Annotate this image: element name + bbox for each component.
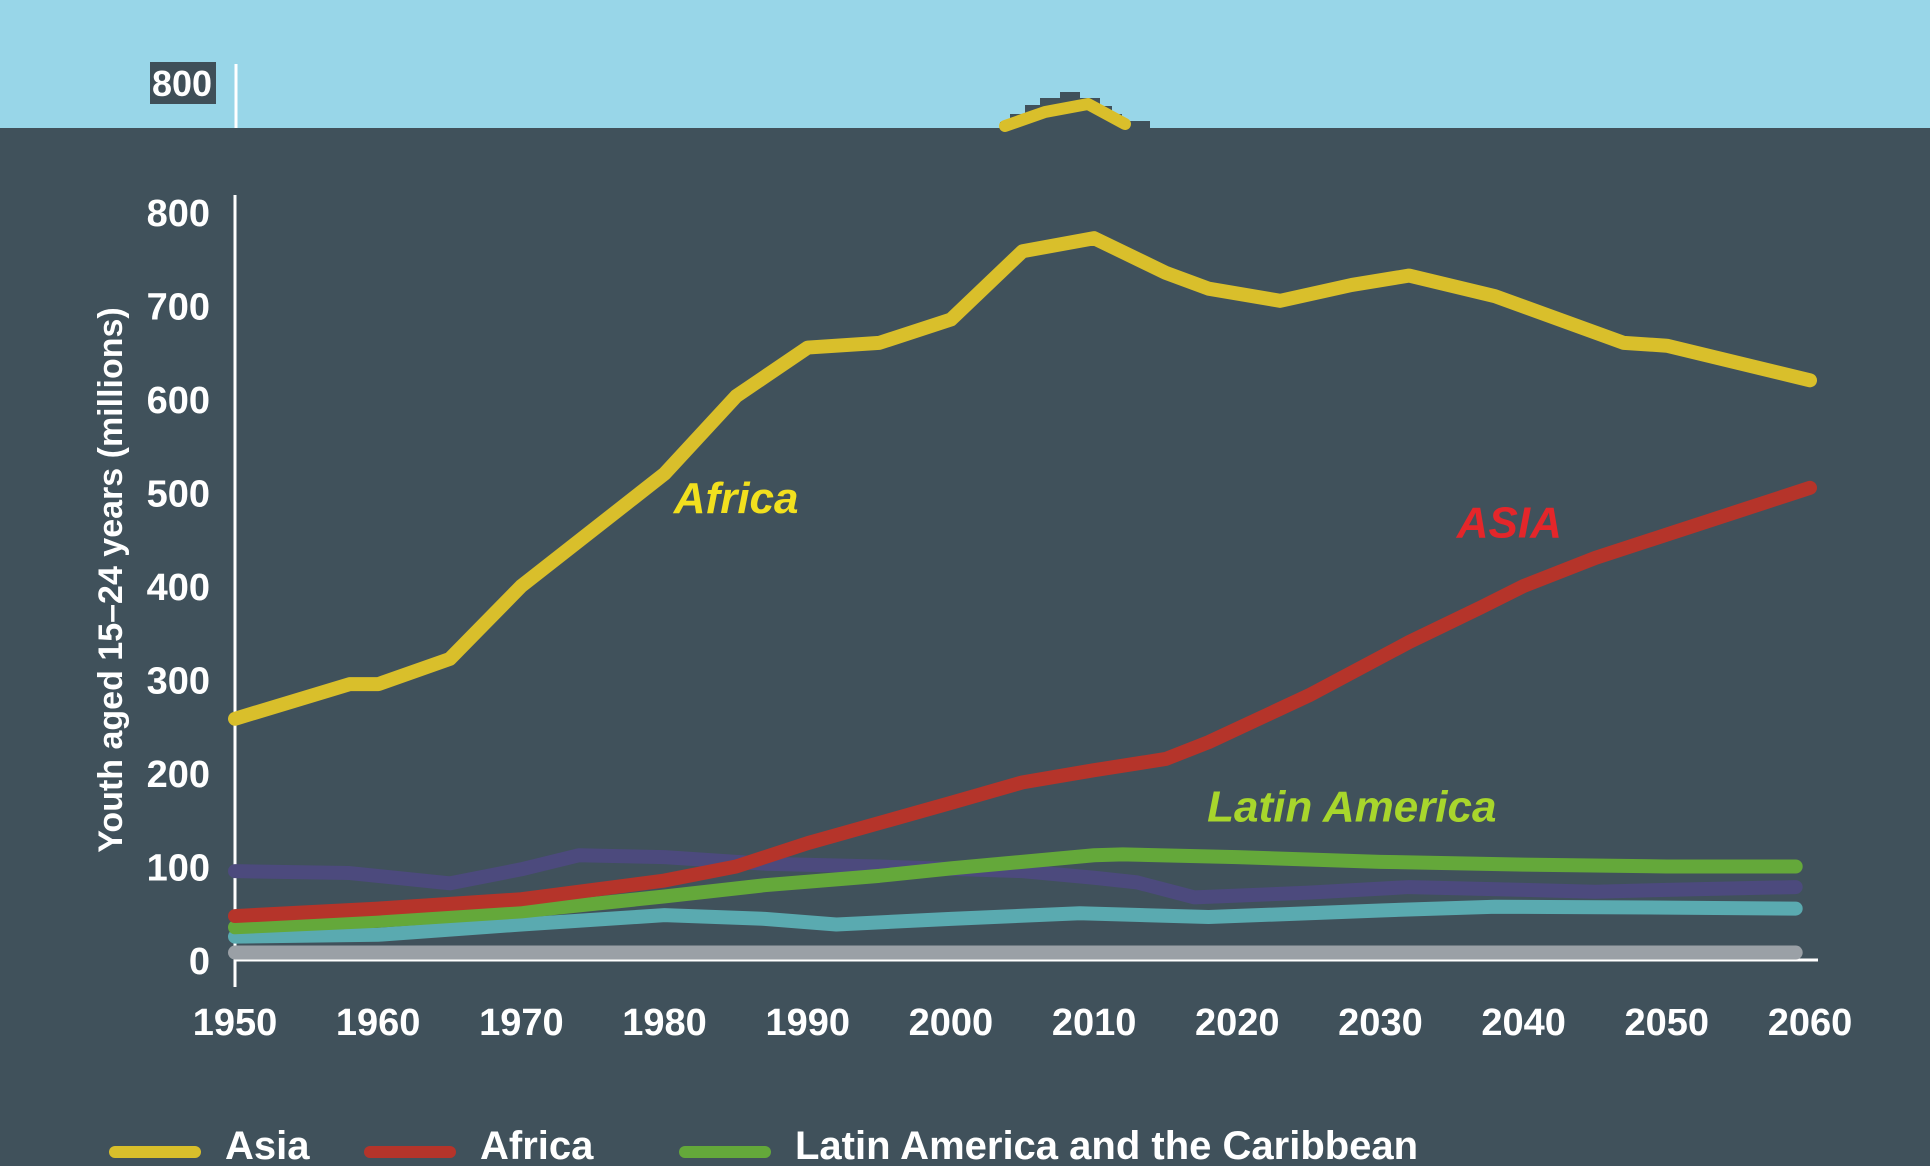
x-tick-label: 2040 [1481, 1002, 1566, 1044]
x-tick-label: 1990 [765, 1002, 850, 1044]
series-line [228, 848, 1803, 905]
legend-label: Africa [480, 1124, 594, 1166]
series-annotation: Africa [673, 474, 799, 523]
series-annotation: Latin America [1207, 783, 1496, 832]
x-tick-label: 1960 [336, 1002, 421, 1044]
legend: Asia Africa Latin America and the Caribbea… [109, 1124, 1418, 1166]
plot-area: 0 100 200 300 400 500 600 700 800 1950 1960 1970 198… [147, 193, 1853, 1044]
x-tick-label: 2030 [1338, 1002, 1423, 1044]
x-tick-label: 2050 [1625, 1002, 1710, 1044]
x-tick-label: 2060 [1768, 1002, 1853, 1044]
y-tick-label: 200 [147, 754, 210, 796]
y-tick-label: 500 [147, 474, 210, 516]
x-tick-label: 1950 [193, 1002, 278, 1044]
y-tick-label: 0 [189, 941, 210, 983]
y-axis-label: Youth aged 15–24 years (millions) [92, 307, 130, 852]
series-annotation: ASIA [1456, 498, 1562, 547]
y-tick-label: 700 [147, 287, 210, 329]
y-tick-label: 100 [147, 848, 210, 890]
x-tick-label: 2010 [1052, 1002, 1137, 1044]
x-tick-label: 1980 [622, 1002, 707, 1044]
overlay-tick-label: 800 [152, 63, 212, 104]
y-tick-label: 800 [147, 193, 210, 235]
series-line [228, 480, 1817, 924]
x-tick-label: 2000 [909, 1002, 994, 1044]
y-tick-label: 400 [147, 567, 210, 609]
top-strip [0, 0, 1930, 128]
legend-label: Latin America and the Caribbean [795, 1124, 1418, 1166]
series-line [228, 899, 1803, 944]
overlay-tick-label-bg [150, 62, 216, 104]
x-tick-label: 1970 [479, 1002, 564, 1044]
x-tick-label: 2020 [1195, 1002, 1280, 1044]
overlay-peak-line [999, 98, 1131, 132]
series-line [228, 847, 1803, 935]
y-tick-label: 300 [147, 661, 210, 703]
series-line [228, 231, 1817, 726]
y-tick-label: 600 [147, 380, 210, 422]
legend-label: Asia [225, 1124, 310, 1166]
